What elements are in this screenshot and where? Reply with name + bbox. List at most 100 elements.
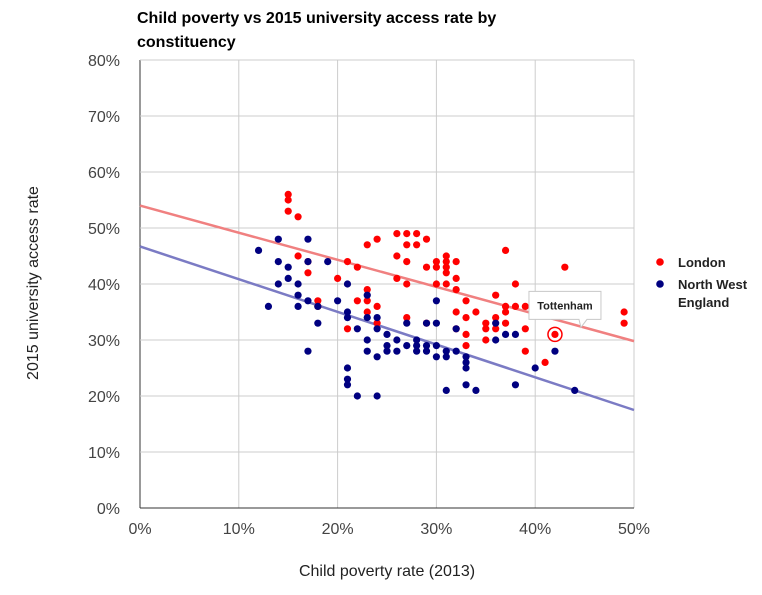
data-point[interactable]	[442, 353, 450, 361]
data-point[interactable]	[304, 347, 312, 355]
data-point[interactable]	[432, 280, 440, 288]
data-point[interactable]	[442, 252, 450, 260]
data-point[interactable]	[314, 297, 322, 305]
data-point[interactable]	[511, 302, 520, 310]
data-point[interactable]	[343, 308, 352, 316]
data-point[interactable]	[472, 308, 480, 316]
data-point[interactable]	[334, 274, 342, 282]
data-point[interactable]	[482, 336, 490, 344]
data-point[interactable]	[442, 269, 450, 277]
data-point[interactable]	[383, 342, 391, 350]
data-point[interactable]	[462, 358, 470, 366]
data-point[interactable]	[482, 325, 490, 333]
data-point[interactable]	[422, 347, 431, 355]
data-point[interactable]	[393, 274, 401, 282]
data-point[interactable]	[452, 258, 460, 266]
data-point[interactable]	[403, 314, 411, 322]
data-point[interactable]	[393, 252, 401, 260]
data-point[interactable]	[363, 347, 371, 355]
data-point[interactable]	[452, 347, 460, 355]
data-point[interactable]	[462, 353, 470, 361]
data-point[interactable]	[353, 325, 361, 333]
data-point[interactable]	[284, 263, 292, 271]
data-point[interactable]	[373, 319, 381, 327]
data-point[interactable]	[304, 235, 312, 243]
data-point[interactable]	[264, 302, 273, 310]
data-point[interactable]	[314, 302, 322, 310]
data-point[interactable]	[521, 347, 529, 355]
data-point[interactable]	[393, 347, 401, 355]
data-point[interactable]	[274, 280, 282, 288]
data-point[interactable]	[462, 314, 470, 322]
data-point[interactable]	[501, 308, 510, 316]
data-point[interactable]	[452, 325, 460, 333]
data-point[interactable]	[383, 330, 391, 338]
data-point[interactable]	[452, 308, 460, 316]
data-point[interactable]	[561, 263, 569, 271]
data-point[interactable]	[492, 319, 500, 327]
data-point[interactable]	[294, 302, 302, 310]
data-point[interactable]	[571, 386, 579, 394]
data-point[interactable]	[314, 319, 322, 327]
highlighted-point[interactable]	[551, 330, 559, 338]
data-point[interactable]	[343, 364, 352, 372]
data-point[interactable]	[373, 314, 381, 322]
data-point[interactable]	[373, 392, 381, 400]
data-point[interactable]	[343, 314, 352, 322]
data-point[interactable]	[413, 230, 421, 238]
data-point[interactable]	[403, 258, 411, 266]
data-point[interactable]	[462, 297, 470, 305]
data-point[interactable]	[492, 291, 500, 299]
data-point[interactable]	[353, 392, 361, 400]
data-point[interactable]	[432, 258, 440, 266]
data-point[interactable]	[343, 375, 352, 383]
data-point[interactable]	[442, 386, 450, 394]
data-point[interactable]	[413, 347, 421, 355]
data-point[interactable]	[363, 308, 371, 316]
data-point[interactable]	[511, 280, 520, 288]
data-point[interactable]	[324, 258, 332, 266]
data-point[interactable]	[373, 353, 381, 361]
data-point[interactable]	[284, 207, 292, 215]
data-point[interactable]	[343, 381, 352, 389]
data-point[interactable]	[294, 252, 302, 260]
data-point[interactable]	[462, 330, 470, 338]
data-point[interactable]	[521, 325, 529, 333]
data-point[interactable]	[462, 381, 470, 389]
data-point[interactable]	[472, 386, 480, 394]
data-point[interactable]	[551, 347, 559, 355]
data-point[interactable]	[492, 325, 500, 333]
data-point[interactable]	[363, 286, 371, 294]
data-point[interactable]	[413, 342, 421, 350]
data-point[interactable]	[294, 291, 302, 299]
data-point[interactable]	[343, 280, 352, 288]
data-point[interactable]	[403, 280, 411, 288]
data-point[interactable]	[294, 280, 302, 288]
data-point[interactable]	[413, 336, 421, 344]
data-point[interactable]	[373, 302, 381, 310]
data-point[interactable]	[343, 325, 352, 333]
data-point[interactable]	[294, 213, 302, 221]
data-point[interactable]	[462, 364, 470, 372]
legend-item[interactable]: North West England	[656, 277, 748, 310]
data-point[interactable]	[304, 297, 312, 305]
data-point[interactable]	[541, 358, 549, 366]
data-point[interactable]	[432, 319, 440, 327]
data-point[interactable]	[432, 342, 440, 350]
data-point[interactable]	[511, 330, 520, 338]
data-point[interactable]	[452, 274, 460, 282]
data-point[interactable]	[413, 241, 421, 249]
data-point[interactable]	[462, 342, 470, 350]
data-point[interactable]	[284, 190, 292, 198]
data-point[interactable]	[274, 235, 282, 243]
data-point[interactable]	[304, 258, 312, 266]
data-point[interactable]	[422, 263, 431, 271]
data-point[interactable]	[442, 347, 450, 355]
data-point[interactable]	[620, 319, 628, 327]
data-point[interactable]	[422, 235, 431, 243]
data-point[interactable]	[422, 342, 431, 350]
data-point[interactable]	[274, 258, 282, 266]
data-point[interactable]	[501, 246, 510, 254]
data-point[interactable]	[442, 258, 450, 266]
data-point[interactable]	[620, 308, 628, 316]
